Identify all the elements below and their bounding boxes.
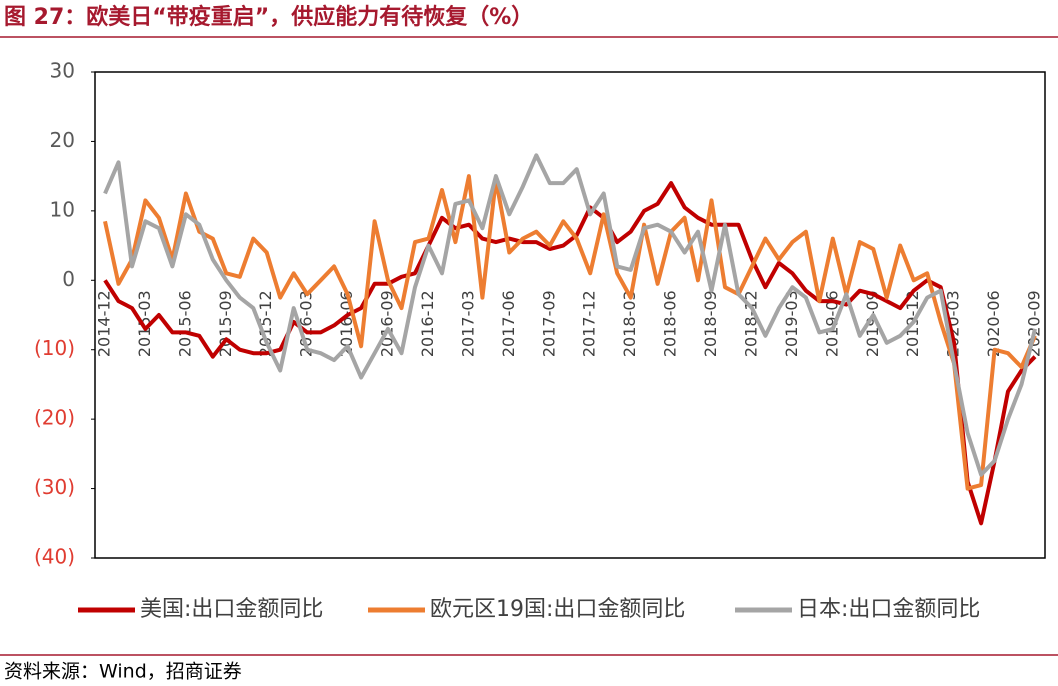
series-line [103, 174, 1037, 491]
x-tick-label: 2018-09 [701, 290, 720, 357]
x-tick-label: 2017-03 [458, 290, 477, 357]
y-tick-label: 10 [50, 197, 75, 221]
x-tick-label: 2017-12 [580, 290, 599, 357]
x-tick-label: 2019-09 [863, 290, 882, 357]
plot-frame [94, 71, 1046, 559]
legend-label: 日本:出口金额同比 [797, 597, 980, 622]
x-tick-label: 2014-12 [95, 290, 114, 357]
x-tick-label: 2016-12 [418, 290, 437, 357]
x-tick-label: 2017-06 [499, 290, 518, 357]
x-tick-label: 2015-06 [175, 290, 194, 357]
x-tick-label: 2019-03 [782, 290, 801, 357]
series-line [103, 153, 1037, 477]
y-tick-label: (20) [34, 406, 75, 430]
y-tick-label: (30) [34, 475, 75, 499]
y-tick-label: 20 [50, 128, 75, 152]
x-tick-label: 2016-03 [297, 290, 316, 357]
y-tick-label: 0 [62, 267, 75, 291]
y-tick-label: (40) [34, 545, 75, 569]
chart-title: 图 27：欧美日“带疫重启”，供应能力有待恢复（%） [4, 4, 533, 30]
y-tick-label: (10) [34, 336, 75, 360]
series-line [103, 181, 1037, 526]
x-tick-label: 2015-12 [256, 290, 275, 357]
y-tick-label: 30 [50, 59, 75, 83]
x-tick-label: 2020-06 [984, 290, 1003, 357]
x-tick-label: 2018-12 [741, 290, 760, 357]
x-tick-label: 2018-06 [661, 290, 680, 357]
x-tick-label: 2017-09 [539, 290, 558, 357]
legend-label: 欧元区19国:出口金额同比 [430, 597, 685, 622]
legend-label: 美国:出口金额同比 [140, 597, 323, 622]
x-tick-label: 2020-09 [1025, 290, 1044, 357]
x-tick-label: 2018-03 [620, 290, 639, 357]
x-tick-label: 2016-09 [378, 290, 397, 357]
source: 资料来源：Wind，招商证券 [4, 661, 242, 683]
x-tick-label: 2019-06 [822, 290, 841, 357]
